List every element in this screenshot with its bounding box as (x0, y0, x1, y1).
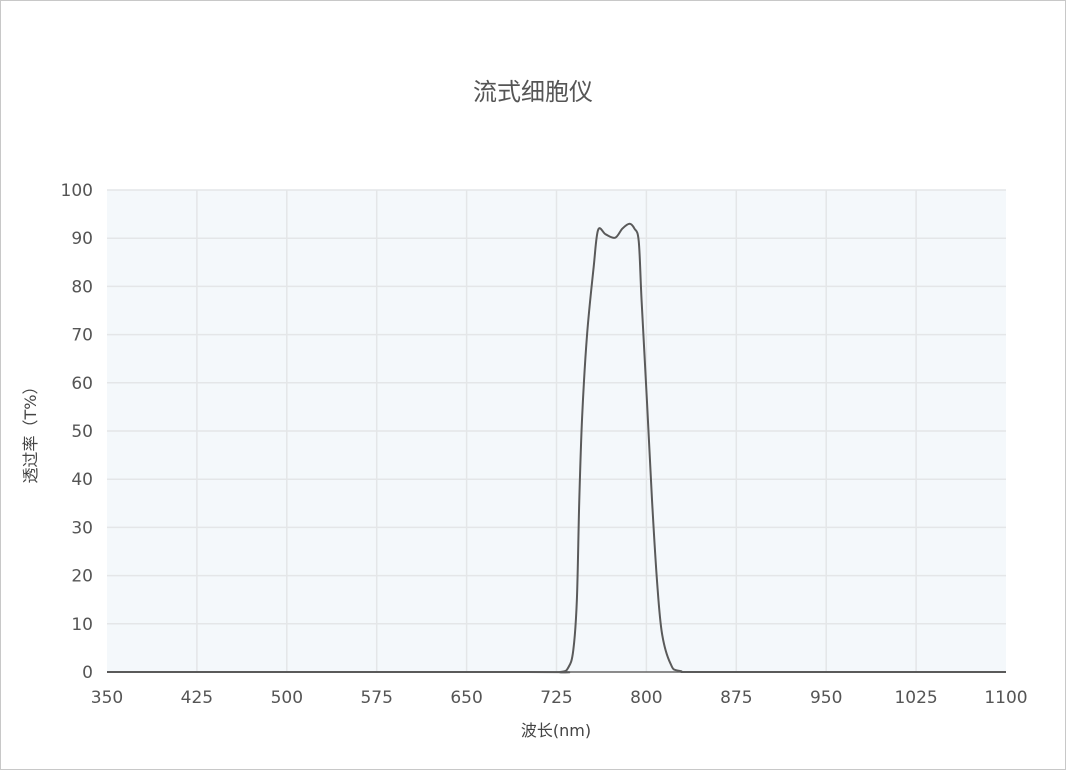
y-tick-label: 40 (71, 470, 93, 490)
y-tick-label: 100 (61, 181, 93, 201)
x-tick-label: 500 (271, 688, 303, 708)
y-tick-label: 60 (71, 374, 93, 394)
x-axis-label: 波长(nm) (521, 721, 591, 740)
x-tick-label: 425 (181, 688, 213, 708)
x-tick-label: 1100 (984, 688, 1027, 708)
x-tick-label: 950 (810, 688, 842, 708)
x-tick-label: 725 (540, 688, 572, 708)
x-tick-label: 800 (630, 688, 662, 708)
y-tick-label: 70 (71, 326, 93, 346)
x-tick-label: 1025 (894, 688, 937, 708)
y-tick-label: 20 (71, 567, 93, 587)
y-tick-label: 0 (82, 663, 93, 683)
x-tick-label: 650 (450, 688, 482, 708)
y-tick-label: 50 (71, 422, 93, 442)
x-tick-label: 575 (360, 688, 392, 708)
y-tick-label: 30 (71, 518, 93, 538)
y-tick-label: 80 (71, 277, 93, 297)
series-line (107, 222, 1007, 674)
y-tick-label: 90 (71, 229, 93, 249)
x-tick-label: 350 (91, 688, 123, 708)
y-tick-label: 10 (71, 615, 93, 635)
y-axis-label: 透过率（T%） (21, 379, 40, 484)
chart-title: 流式细胞仪 (473, 78, 593, 106)
x-tick-label: 875 (720, 688, 752, 708)
